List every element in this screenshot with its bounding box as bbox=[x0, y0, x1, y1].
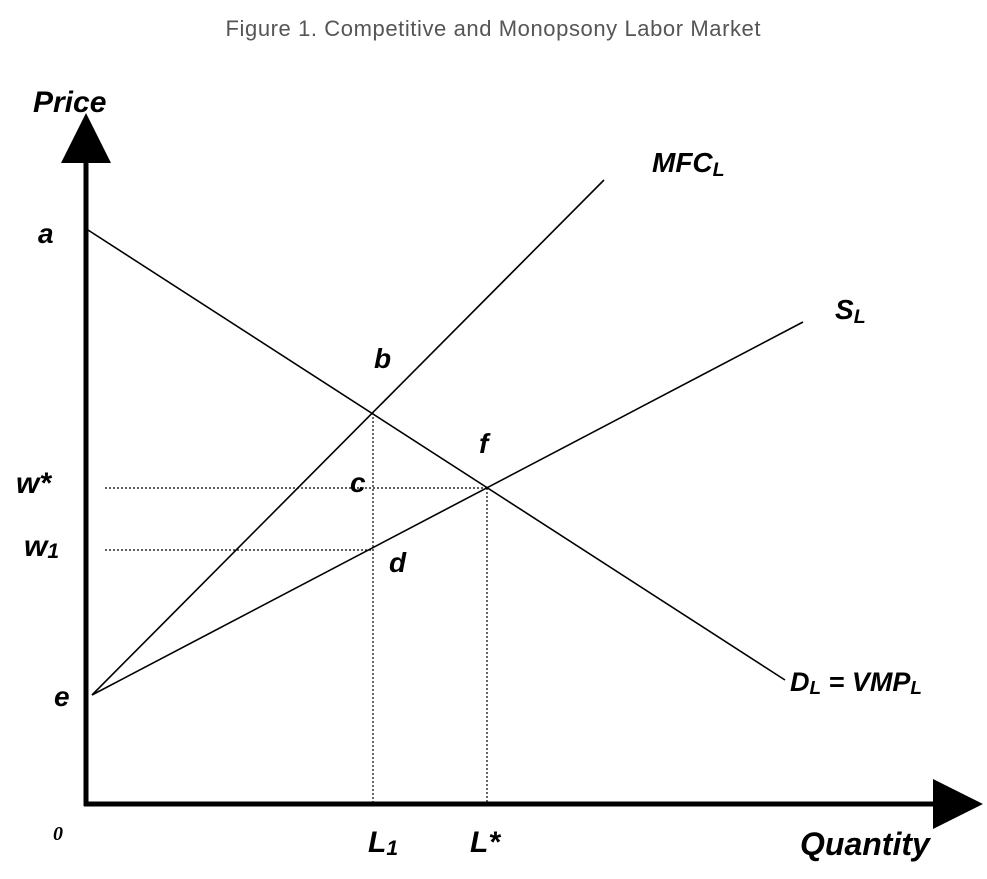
label-subscript: 1 bbox=[386, 837, 398, 860]
label-subscript: L bbox=[910, 678, 922, 699]
curve-label: MFCL bbox=[652, 147, 725, 181]
label-text: w bbox=[24, 530, 49, 563]
y-mark: w* bbox=[16, 467, 52, 500]
point-label: f bbox=[479, 428, 491, 459]
point-label: a bbox=[38, 218, 54, 249]
y-mark: w1 bbox=[24, 530, 59, 563]
label-subscript: L bbox=[854, 306, 866, 328]
label-text: MFC bbox=[652, 147, 713, 178]
mfc-curve bbox=[91, 179, 605, 696]
label-subscript: L bbox=[810, 678, 822, 699]
point-label: d bbox=[389, 547, 407, 578]
label-subscript: L bbox=[713, 159, 725, 181]
point-label: c bbox=[350, 467, 366, 498]
label-text: L* bbox=[470, 826, 501, 859]
figure-title: Figure 1. Competitive and Monopsony Labo… bbox=[226, 16, 761, 41]
demand-curve bbox=[87, 229, 786, 681]
supply-curve bbox=[91, 321, 804, 696]
label-text: = VMP bbox=[821, 667, 911, 697]
point-label: e bbox=[54, 681, 70, 712]
x-axis-label: Quantity bbox=[800, 826, 932, 862]
point-label: b bbox=[374, 343, 391, 374]
label-text: w* bbox=[16, 467, 52, 500]
x-mark: L* bbox=[470, 826, 501, 859]
label-text: S bbox=[835, 294, 854, 325]
y-axis-label: Price bbox=[33, 86, 106, 119]
label-text: D bbox=[790, 667, 810, 697]
x-mark: L1 bbox=[368, 826, 398, 860]
label-text: L bbox=[368, 826, 386, 859]
curve-label: DL = VMPL bbox=[790, 667, 922, 699]
origin-label: 0 bbox=[53, 823, 63, 845]
curve-label: SL bbox=[835, 294, 866, 328]
guides bbox=[105, 413, 488, 804]
label-subscript: 1 bbox=[47, 540, 59, 563]
